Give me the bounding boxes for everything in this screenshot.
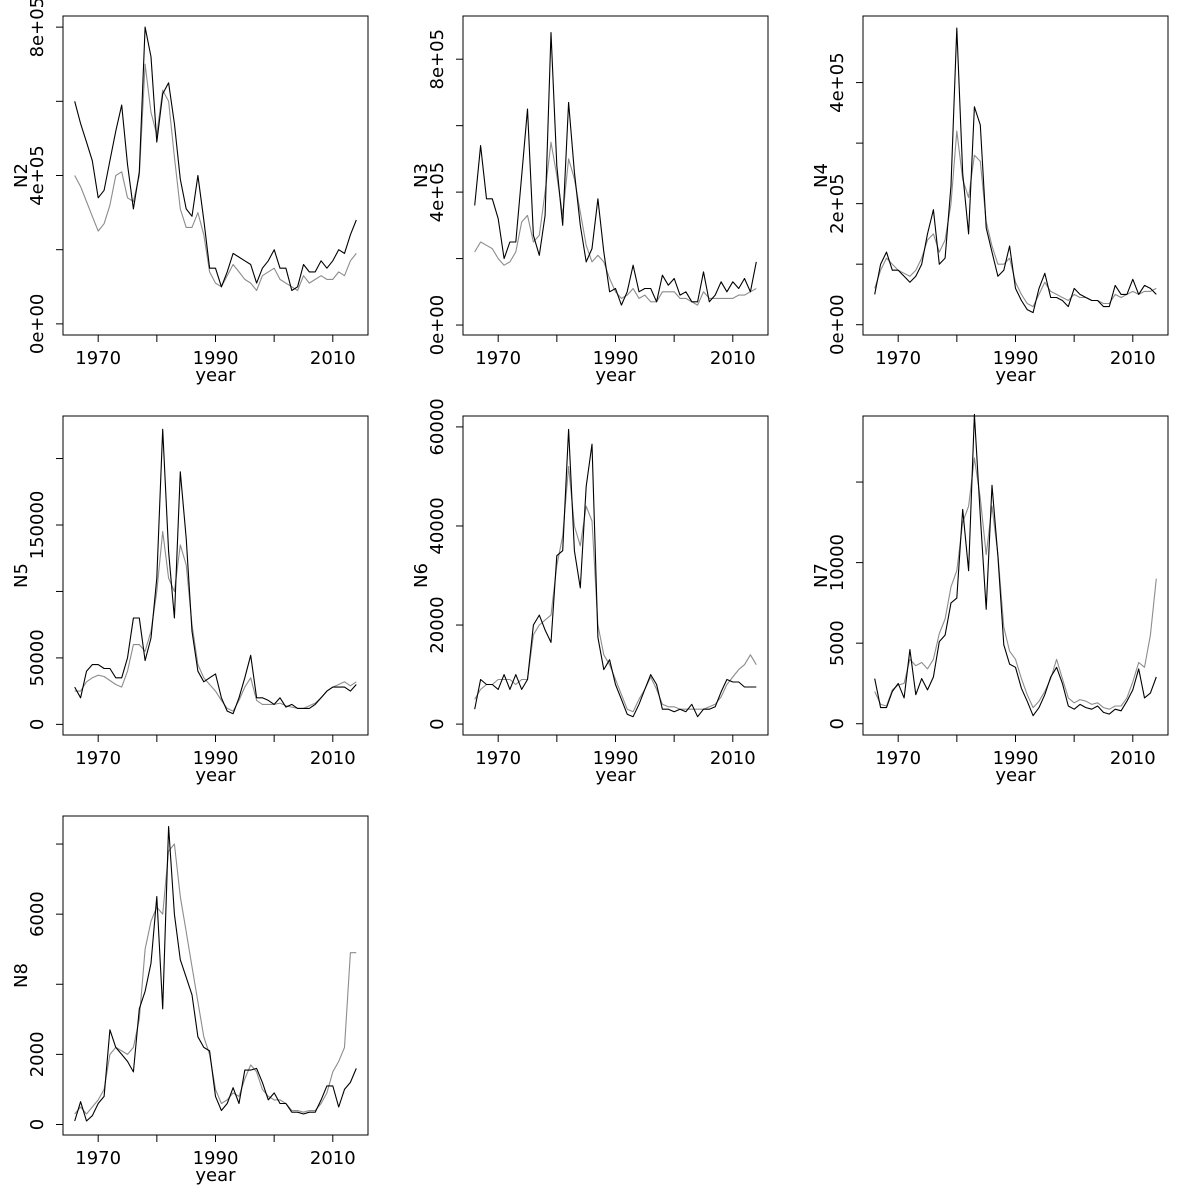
x-tick-label: 2010 bbox=[710, 348, 756, 369]
y-axis-title: N5 bbox=[11, 563, 32, 588]
y-tick-label: 0e+00 bbox=[27, 294, 48, 355]
y-tick-label: 0 bbox=[27, 1119, 48, 1130]
y-axis-title: N2 bbox=[11, 163, 32, 188]
plot-frame bbox=[462, 15, 769, 336]
y-tick-label: 4e+05 bbox=[427, 162, 448, 223]
x-axis-title: year bbox=[195, 765, 236, 786]
panel-n2: 1970 1990 2010 0e+00 4e+05 8e+05 year N2 bbox=[11, 0, 369, 386]
y-tick-label: 0e+00 bbox=[827, 294, 848, 355]
y-axis-title: N4 bbox=[811, 163, 832, 188]
y-tick-label: 2e+05 bbox=[827, 173, 848, 234]
plot-frame bbox=[862, 415, 1169, 736]
y-tick-label: 0 bbox=[427, 718, 448, 729]
y-tick-label: 20000 bbox=[427, 596, 448, 653]
x-tick-label: 1970 bbox=[875, 748, 921, 769]
x-tick-label: 1970 bbox=[875, 348, 921, 369]
series-line-black bbox=[74, 26, 357, 292]
y-tick-label: 40000 bbox=[427, 497, 448, 554]
series-line-grey bbox=[874, 130, 1157, 308]
x-axis-title: year bbox=[995, 365, 1036, 386]
series-line-black bbox=[474, 32, 757, 306]
y-tick-label: 50000 bbox=[27, 629, 48, 686]
x-tick-label: 1990 bbox=[593, 348, 639, 369]
y-tick-label: 8e+05 bbox=[27, 0, 48, 57]
x-tick-label: 1990 bbox=[993, 348, 1039, 369]
panel-n6: 1970 1990 2010 0 20000 40000 60000 year N6 bbox=[411, 398, 769, 786]
x-tick-label: 1970 bbox=[75, 348, 121, 369]
x-tick-label: 1970 bbox=[75, 748, 121, 769]
x-tick-label: 1990 bbox=[193, 748, 239, 769]
series-line-black bbox=[874, 27, 1157, 314]
panel-n4: 1970 1990 2010 0e+00 2e+05 4e+05 year N4 bbox=[811, 15, 1169, 386]
panel-n5: 1970 1990 2010 0 50000 150000 year N5 bbox=[11, 415, 369, 786]
series-line-grey bbox=[74, 531, 357, 712]
y-tick-label: 4e+05 bbox=[27, 145, 48, 206]
x-axis-title: year bbox=[595, 365, 636, 386]
x-tick-label: 2010 bbox=[1110, 748, 1156, 769]
y-axis-title: N8 bbox=[11, 963, 32, 988]
x-tick-label: 2010 bbox=[310, 348, 356, 369]
plot-frame bbox=[62, 15, 369, 336]
y-axis-title: N3 bbox=[411, 163, 432, 188]
y-tick-label: 0e+00 bbox=[427, 295, 448, 356]
y-tick-label: 0 bbox=[27, 719, 48, 730]
series-line-grey bbox=[874, 457, 1157, 710]
panel-n3: 1970 1990 2010 0e+00 4e+05 8e+05 year N3 bbox=[411, 15, 769, 386]
y-tick-label: 150000 bbox=[27, 491, 48, 560]
series-line-grey bbox=[74, 63, 357, 292]
x-tick-label: 1990 bbox=[193, 1148, 239, 1169]
x-tick-label: 2010 bbox=[1110, 348, 1156, 369]
y-tick-label: 5000 bbox=[827, 620, 848, 666]
x-tick-label: 1970 bbox=[475, 348, 521, 369]
y-axis-title: N7 bbox=[811, 563, 832, 588]
series-line-black bbox=[74, 825, 357, 1122]
y-tick-label: 6000 bbox=[27, 891, 48, 937]
x-axis-title: year bbox=[195, 365, 236, 386]
y-tick-label: 2000 bbox=[27, 1031, 48, 1077]
series-line-black bbox=[874, 413, 1157, 717]
plot-frame bbox=[62, 415, 369, 736]
series-line-grey bbox=[474, 465, 757, 713]
y-tick-label: 0 bbox=[827, 718, 848, 729]
x-tick-label: 2010 bbox=[310, 748, 356, 769]
x-axis-title: year bbox=[995, 765, 1036, 786]
panel-n8: 1970 1990 2010 0 2000 6000 year N8 bbox=[11, 815, 369, 1186]
x-tick-label: 1970 bbox=[75, 1148, 121, 1169]
series-line-black bbox=[474, 428, 757, 718]
x-tick-label: 1970 bbox=[475, 748, 521, 769]
x-tick-label: 2010 bbox=[310, 1148, 356, 1169]
x-tick-label: 1990 bbox=[993, 748, 1039, 769]
x-tick-label: 2010 bbox=[710, 748, 756, 769]
panel-n7: 1970 1990 2010 0 5000 10000 year N7 bbox=[811, 413, 1169, 786]
series-line-grey bbox=[74, 843, 357, 1115]
series-line-grey bbox=[474, 141, 757, 306]
x-axis-title: year bbox=[195, 1165, 236, 1186]
y-tick-label: 10000 bbox=[827, 534, 848, 591]
series-line-black bbox=[74, 428, 357, 715]
y-tick-label: 4e+05 bbox=[827, 52, 848, 113]
x-tick-label: 1990 bbox=[193, 348, 239, 369]
x-axis-title: year bbox=[595, 765, 636, 786]
y-axis-title: N6 bbox=[411, 563, 432, 588]
y-tick-label: 60000 bbox=[427, 398, 448, 455]
x-tick-label: 1990 bbox=[593, 748, 639, 769]
y-tick-label: 8e+05 bbox=[427, 29, 448, 90]
